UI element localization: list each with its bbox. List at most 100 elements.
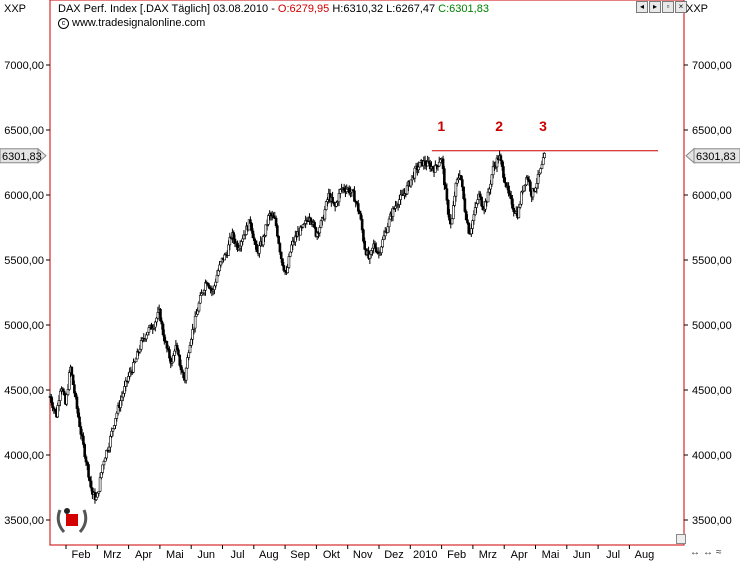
- last-price-label-left: 6301,83: [2, 151, 42, 163]
- candle-body: [278, 243, 282, 253]
- candle-body: [517, 207, 521, 219]
- candle-body: [177, 349, 180, 356]
- candle-body: [82, 435, 85, 445]
- x-tick-label: Apr: [511, 549, 528, 561]
- right-ticker-label[interactable]: XXP: [686, 3, 709, 15]
- candle-body: [89, 480, 93, 489]
- candle-body: [198, 295, 202, 304]
- candle-body: [181, 369, 184, 373]
- x-tick-label: Mrz: [479, 549, 497, 561]
- y-tick-label-right: 4500,00: [692, 385, 732, 397]
- candle-body: [450, 218, 454, 225]
- candle-body: [254, 240, 257, 245]
- candle-body: [332, 201, 336, 205]
- candle-body: [196, 310, 200, 315]
- candle-body: [61, 388, 65, 392]
- candle-body: [443, 168, 446, 186]
- candle-body: [309, 217, 313, 222]
- close-icon[interactable]: ×: [675, 1, 687, 13]
- candle-body: [84, 456, 88, 463]
- candle-body: [423, 160, 427, 166]
- left-ticker-label[interactable]: XXP: [4, 3, 27, 15]
- candle-body: [319, 220, 323, 228]
- candle-body: [186, 357, 189, 369]
- candle-body: [191, 329, 194, 340]
- candle-body: [227, 244, 230, 256]
- candle-body: [409, 179, 413, 187]
- candle-body: [73, 384, 76, 394]
- candle-body: [353, 190, 356, 202]
- candle-body: [147, 327, 151, 333]
- candle-body: [518, 203, 522, 208]
- candle-body: [282, 265, 286, 271]
- candle-body: [109, 436, 112, 448]
- bottom-toolbar: ↔ ↔ ≈: [690, 547, 722, 558]
- candle-body: [507, 185, 510, 194]
- candle-body: [240, 241, 243, 247]
- last-price-label-right: 6301,83: [696, 151, 736, 163]
- candle-body: [139, 340, 143, 350]
- candle-body: [287, 256, 291, 268]
- candle-body: [160, 320, 164, 325]
- scroll-left-icon[interactable]: ↔: [690, 547, 700, 558]
- candle-body: [454, 182, 458, 197]
- peak-marker-label: 2: [495, 118, 503, 134]
- candle-body: [380, 246, 383, 254]
- candle-body: [88, 476, 92, 482]
- y-tick-label-right: 6000,00: [692, 190, 732, 202]
- candle-body: [279, 251, 283, 260]
- candle-body: [193, 315, 197, 329]
- candle-body: [75, 396, 79, 409]
- candle-body: [445, 188, 449, 201]
- candle-body: [441, 158, 445, 169]
- candle-body: [78, 416, 81, 427]
- candle-body: [512, 207, 516, 212]
- candle-body: [195, 313, 198, 317]
- candle-body: [173, 350, 176, 356]
- candle-body: [267, 215, 270, 225]
- candle-body: [197, 302, 201, 312]
- source-url[interactable]: www.tradesignalonline.com: [72, 17, 206, 29]
- candle-body: [145, 334, 148, 340]
- candle-body: [452, 205, 455, 219]
- x-tick-label: 2010: [413, 549, 437, 561]
- candle-body: [413, 167, 417, 179]
- candle-body: [490, 174, 494, 185]
- scroll-right-icon[interactable]: ↔: [703, 547, 713, 558]
- candle-body: [132, 361, 135, 373]
- maximize-icon[interactable]: ▫: [662, 1, 674, 13]
- candle-body: [362, 229, 365, 242]
- close-value: C:6301,83: [438, 3, 489, 15]
- candle-body: [455, 179, 459, 184]
- candle-body: [386, 226, 390, 233]
- x-tick-label: Feb: [72, 549, 91, 561]
- x-tick-label: Okt: [323, 549, 340, 561]
- candle-body: [215, 274, 219, 283]
- arrow-left-icon[interactable]: ◂: [636, 1, 648, 13]
- candle-body: [470, 228, 473, 235]
- instrument-title: DAX Perf. Index [.DAX Täglich] 03.08.201…: [58, 3, 278, 15]
- candle-body: [526, 177, 530, 180]
- candle-body: [339, 189, 342, 194]
- arrow-right-icon[interactable]: ▸: [649, 1, 661, 13]
- chart-style-icon[interactable]: ≈: [716, 547, 722, 558]
- candle-body: [461, 179, 464, 188]
- candle-body: [356, 203, 360, 212]
- candle-body: [178, 354, 182, 366]
- candle-body: [486, 191, 490, 203]
- candle-body: [138, 348, 142, 353]
- y-tick-label-left: 3500,00: [4, 515, 44, 527]
- candle-body: [57, 400, 61, 406]
- candle-body: [342, 187, 346, 191]
- candle-body: [529, 181, 532, 192]
- y-tick-label-right: 7000,00: [692, 60, 732, 72]
- copyright-icon: c: [58, 18, 69, 29]
- resize-handle[interactable]: [676, 534, 686, 544]
- candle-body: [159, 308, 162, 322]
- candle-body: [360, 218, 364, 231]
- candle-body: [540, 164, 544, 169]
- candle-body: [121, 393, 125, 398]
- candle-body: [123, 386, 126, 394]
- candle-body: [83, 444, 86, 458]
- candle-body: [398, 199, 401, 205]
